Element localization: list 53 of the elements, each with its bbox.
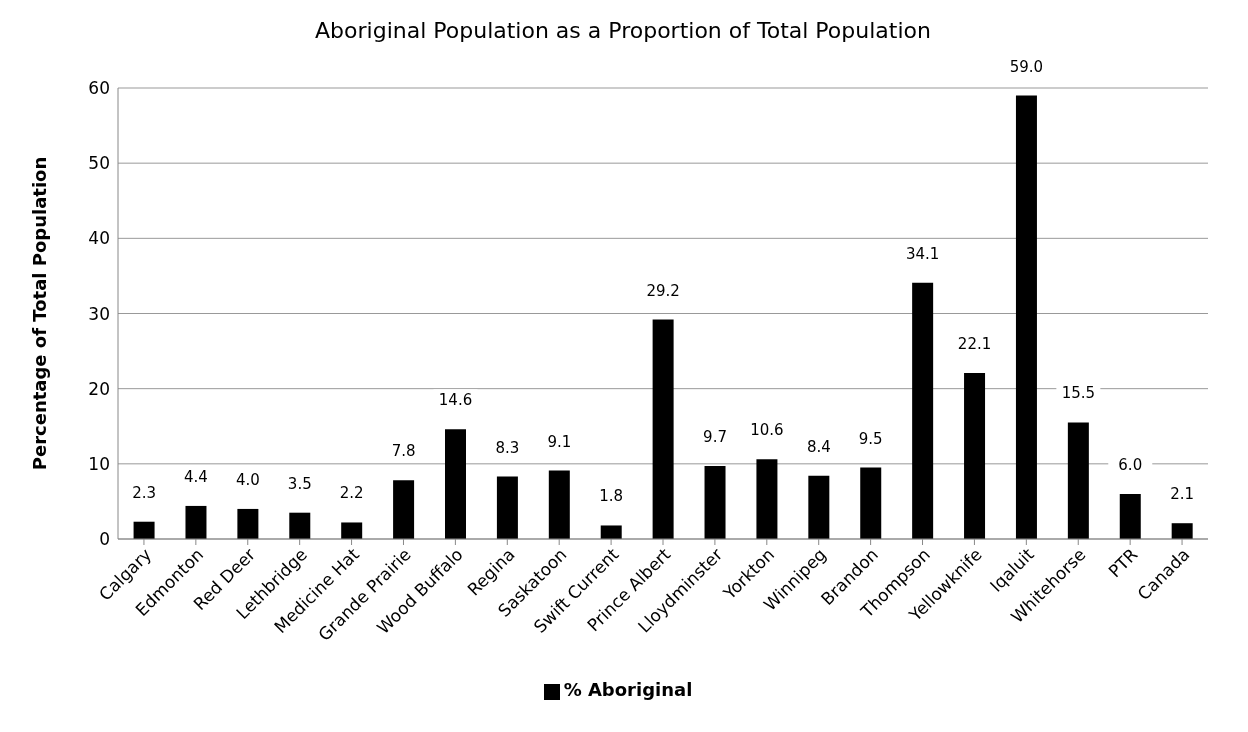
bar <box>860 467 882 539</box>
y-tick-label: 20 <box>88 378 110 399</box>
bar <box>445 429 466 539</box>
y-tick-label: 60 <box>88 78 110 99</box>
data-label: 6.0 <box>1118 455 1143 474</box>
data-label: 4.0 <box>235 470 260 489</box>
y-tick-label: 40 <box>88 228 110 249</box>
data-label: 22.1 <box>957 334 992 353</box>
data-label: 8.4 <box>806 437 831 456</box>
y-tick-label: 50 <box>88 153 110 174</box>
bar <box>964 372 986 539</box>
data-label: 8.3 <box>495 438 520 457</box>
data-label: 59.0 <box>1009 57 1044 76</box>
data-label: 4.4 <box>184 467 208 486</box>
data-label: 15.5 <box>1061 384 1096 403</box>
bar <box>548 470 570 539</box>
y-tick-label: 0 <box>99 529 110 550</box>
bar <box>185 505 207 539</box>
data-label: 2.3 <box>132 483 156 502</box>
y-axis-title: Percentage of Total Population <box>29 156 51 471</box>
data-label: 29.2 <box>646 281 680 300</box>
bar <box>237 508 259 539</box>
bar <box>1119 493 1141 539</box>
bar <box>756 459 778 539</box>
bar <box>133 521 155 539</box>
bar <box>600 525 622 539</box>
data-label: 2.1 <box>1170 485 1195 504</box>
bar <box>704 466 726 539</box>
bar <box>1067 422 1089 539</box>
data-label: 1.8 <box>599 487 624 506</box>
data-label: 9.5 <box>858 429 883 448</box>
data-label: 7.8 <box>391 442 416 461</box>
y-tick-label: 10 <box>88 453 110 474</box>
bar <box>652 319 674 539</box>
data-label: 14.6 <box>438 391 473 410</box>
legend-label: % Aboriginal <box>563 679 693 700</box>
bar <box>1015 95 1037 539</box>
x-tick-label: PTR <box>1104 544 1142 582</box>
data-label: 10.6 <box>750 421 784 440</box>
data-label: 34.1 <box>905 244 940 263</box>
data-label: 9.7 <box>703 428 727 447</box>
bar <box>341 522 363 539</box>
bar <box>289 512 311 539</box>
bar <box>808 475 830 539</box>
bar <box>496 476 518 539</box>
data-label: 3.5 <box>287 474 312 493</box>
chart-title: Aboriginal Population as a Proportion of Total Population <box>314 17 932 45</box>
bar <box>912 282 934 539</box>
bar <box>393 480 415 539</box>
bar <box>1171 523 1193 539</box>
data-label: 9.1 <box>547 432 572 451</box>
data-label: 2.2 <box>339 484 364 503</box>
y-tick-label: 30 <box>88 303 110 324</box>
